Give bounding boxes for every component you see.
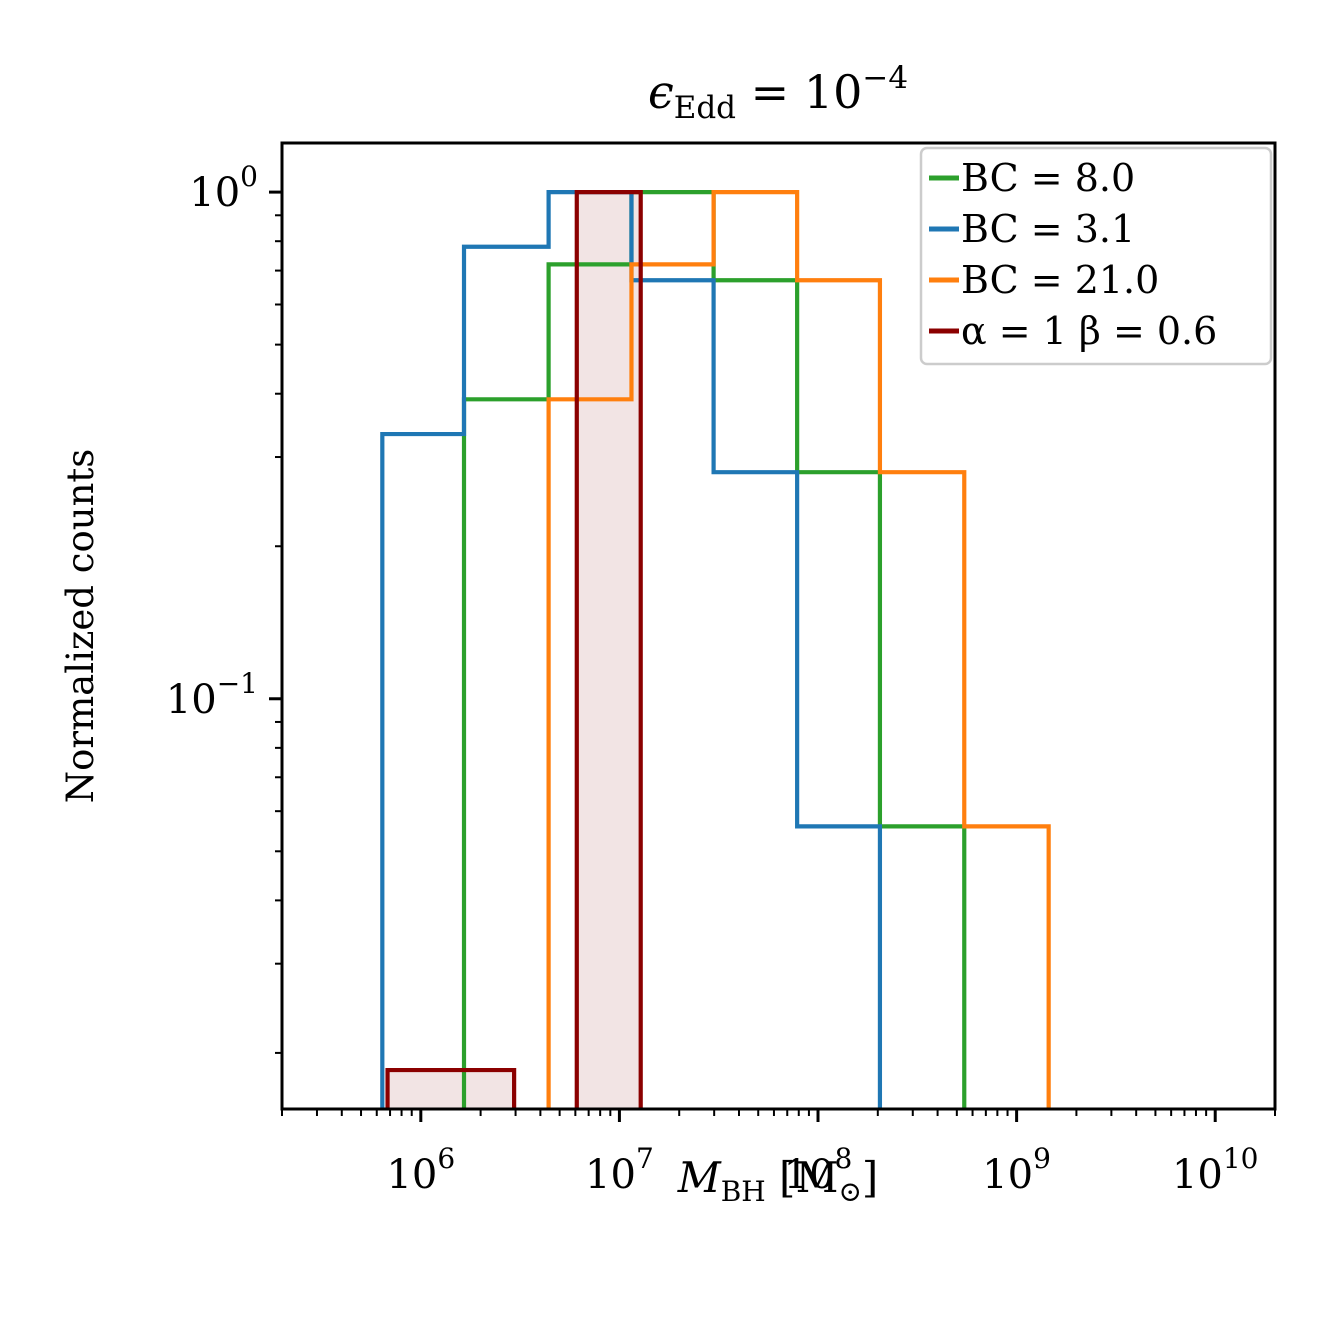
x-label-unit-subscript: ⊙ bbox=[838, 1175, 861, 1208]
title-subscript: Edd bbox=[674, 90, 736, 126]
y-axis-label: Normalized counts bbox=[59, 449, 102, 804]
x-tick-label: 106 bbox=[386, 1142, 455, 1198]
x-label-close: ] bbox=[862, 1153, 878, 1202]
legend-box bbox=[919, 146, 1273, 366]
x-tick-label: 109 bbox=[982, 1142, 1051, 1198]
x-axis-label: MBH [M⊙] bbox=[677, 1153, 879, 1208]
x-tick-label: 108 bbox=[784, 1142, 853, 1198]
y-tick-label: 10−1 bbox=[166, 667, 258, 723]
histogram-steps bbox=[380, 190, 1051, 1109]
x-tick-label: 107 bbox=[585, 1142, 654, 1198]
legend-label: α = 1 β = 0.6 bbox=[961, 309, 1217, 353]
legend-label: BC = 8.0 bbox=[961, 156, 1135, 200]
series-3-fill-bin-0 bbox=[387, 1070, 515, 1109]
legend-label: BC = 21.0 bbox=[961, 258, 1159, 302]
legend-label: BC = 3.1 bbox=[961, 207, 1135, 251]
series-3-step-line bbox=[385, 190, 643, 1109]
x-label-symbol: M bbox=[677, 1153, 722, 1202]
x-label-unit: [M bbox=[766, 1153, 839, 1202]
axis-ticks bbox=[269, 190, 1276, 1122]
title-symbol: ϵ bbox=[648, 65, 674, 119]
legend: BC = 8.0 BC = 3.1 BC = 21.0 α = 1 β = 0.6 bbox=[919, 146, 1273, 366]
title-superscript: −4 bbox=[862, 60, 908, 96]
axis-tick-labels: 106 107 108 109 1010 100 10−1 bbox=[166, 160, 1259, 1198]
y-tick-label: 100 bbox=[189, 160, 258, 216]
histogram-fills bbox=[387, 192, 641, 1109]
series-2-step-line bbox=[546, 190, 1051, 1109]
x-label-subscript: BH bbox=[721, 1175, 766, 1208]
x-tick-label: 1010 bbox=[1172, 1142, 1259, 1198]
title-equals: = 10 bbox=[736, 65, 862, 119]
plot-frame bbox=[280, 141, 1277, 1111]
chart-title: ϵEdd = 10−4 bbox=[648, 60, 908, 126]
series-1-step-line bbox=[380, 190, 883, 1109]
